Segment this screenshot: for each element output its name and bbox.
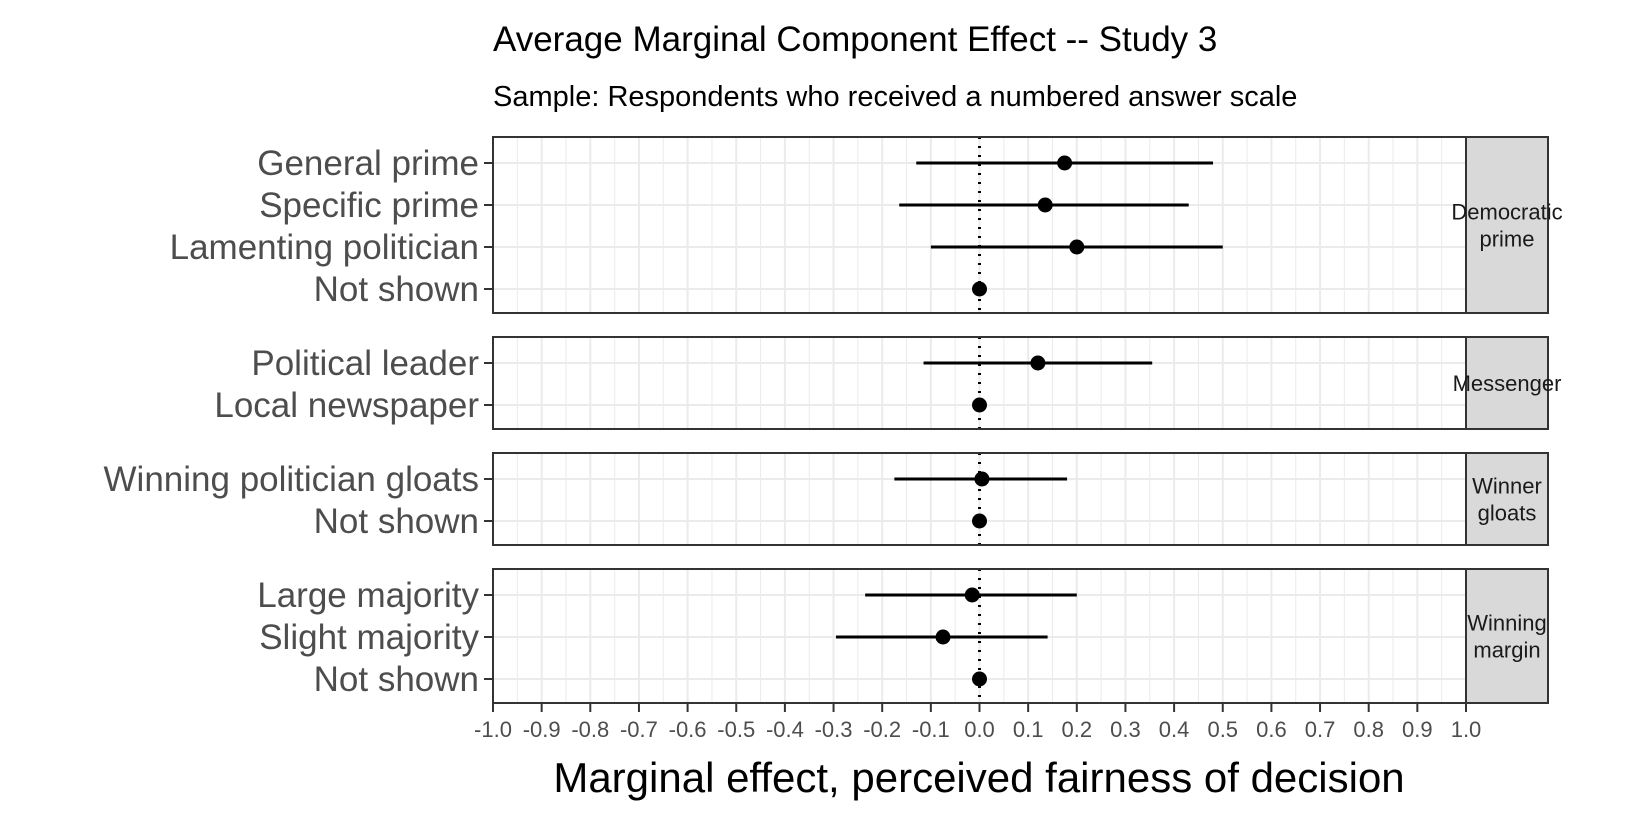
x-tick-label: 0.6 (1256, 717, 1287, 742)
x-tick-label: -0.9 (523, 717, 561, 742)
category-label: Not shown (314, 270, 479, 309)
chart-subtitle: Sample: Respondents who received a numbe… (493, 81, 1297, 113)
facet-strip-label: Democratic (1451, 200, 1562, 225)
category-label: Political leader (251, 344, 479, 383)
estimate-point (972, 513, 987, 529)
x-tick-label: -0.3 (815, 717, 853, 742)
category-label: Slight majority (259, 618, 479, 657)
chart-title: Average Marginal Component Effect -- Stu… (493, 20, 1217, 59)
estimate-point (972, 281, 987, 297)
category-label: Not shown (314, 660, 479, 699)
category-label: Winning politician gloats (104, 460, 479, 499)
facet-strip (1465, 568, 1549, 704)
category-label: Lamenting politician (170, 228, 479, 267)
x-tick-label: 0.2 (1062, 717, 1093, 742)
facet-strip-label: prime (1479, 227, 1534, 252)
estimate-point (974, 471, 990, 487)
x-tick-label: -1.0 (474, 717, 512, 742)
facet-strip-label: Messenger (1453, 371, 1562, 396)
x-tick-label: -0.2 (863, 717, 901, 742)
facet-strip-label: margin (1473, 638, 1540, 663)
facet-strip (1465, 136, 1549, 314)
facet-strip (1465, 336, 1549, 430)
x-tick-label: -0.6 (669, 717, 707, 742)
x-axis: -1.0 -0.9 -0.8 -0.7 -0.6 -0.5 -0.4 -0.3 -0.2 -0.1… (474, 703, 1481, 742)
estimate-point (964, 587, 980, 603)
x-tick-label: 1.0 (1451, 717, 1482, 742)
category-label: Not shown (314, 502, 479, 541)
x-tick-label: -0.1 (912, 717, 950, 742)
x-tick-label: 0.8 (1353, 717, 1384, 742)
facet-strip-label: Winner (1472, 474, 1542, 499)
x-tick-label: -0.5 (717, 717, 755, 742)
x-tick-label: 0.9 (1402, 717, 1433, 742)
x-tick-label: 0.3 (1110, 717, 1141, 742)
category-label: Specific prime (259, 186, 479, 225)
facet-strip-label: Winning (1467, 611, 1546, 636)
x-tick-label: 0.7 (1305, 717, 1336, 742)
estimate-point (1057, 155, 1073, 171)
x-tick-label: 0.5 (1207, 717, 1238, 742)
x-tick-label: 0.1 (1013, 717, 1044, 742)
category-label: General prime (257, 144, 479, 183)
x-tick-label: 0.4 (1159, 717, 1190, 742)
estimate-point (1069, 239, 1085, 255)
facet-strip-label: gloats (1478, 501, 1537, 526)
estimate-point (972, 397, 987, 413)
x-tick-label: 0.0 (964, 717, 995, 742)
facet-strip (1465, 452, 1549, 546)
x-axis-label: Marginal effect, perceived fairness of d… (553, 754, 1404, 801)
category-label: Large majority (257, 576, 479, 615)
category-label: Local newspaper (214, 386, 479, 425)
estimate-point (1030, 355, 1046, 371)
estimate-point (935, 629, 951, 645)
estimate-point (1037, 197, 1053, 213)
x-tick-label: -0.4 (766, 717, 804, 742)
x-tick-label: -0.7 (620, 717, 658, 742)
x-tick-label: -0.8 (571, 717, 609, 742)
estimate-point (972, 671, 987, 687)
